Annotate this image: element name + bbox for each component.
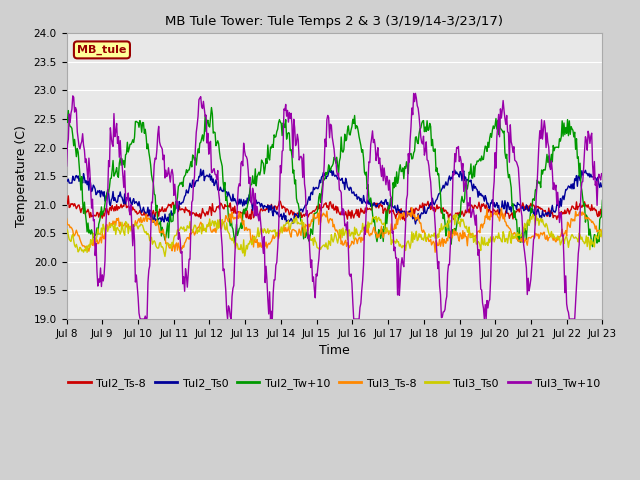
Legend: Tul2_Ts-8, Tul2_Ts0, Tul2_Tw+10, Tul3_Ts-8, Tul3_Ts0, Tul3_Tw+10: Tul2_Ts-8, Tul2_Ts0, Tul2_Tw+10, Tul3_Ts… xyxy=(64,374,605,394)
Y-axis label: Temperature (C): Temperature (C) xyxy=(15,125,28,227)
Title: MB Tule Tower: Tule Temps 2 & 3 (3/19/14-3/23/17): MB Tule Tower: Tule Temps 2 & 3 (3/19/14… xyxy=(166,15,504,28)
X-axis label: Time: Time xyxy=(319,344,350,357)
Text: MB_tule: MB_tule xyxy=(77,45,127,55)
